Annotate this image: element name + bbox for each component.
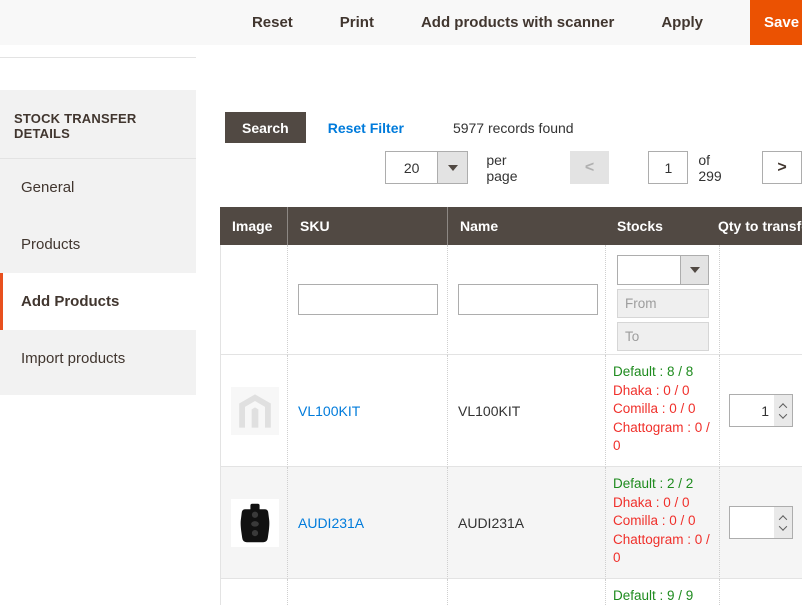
stocks-to-input[interactable] — [617, 322, 709, 351]
stock-line: Dhaka : 0 / 0 — [613, 494, 690, 510]
stock-line: Comilla : 0 / 0 — [613, 513, 696, 528]
reset-button[interactable]: Reset — [251, 14, 293, 31]
stocks-filter-cell — [606, 245, 720, 355]
sku-cell: VL100KIT — [288, 355, 448, 467]
stock-line: Default : 8 / 8 — [613, 364, 694, 379]
apply-button[interactable]: Apply — [661, 14, 703, 31]
column-header-stocks: Stocks — [617, 218, 663, 234]
sidebar-item-label: General — [21, 179, 75, 196]
spinner-down-icon[interactable] — [778, 521, 788, 531]
sidebar-item-general[interactable]: General — [0, 159, 196, 216]
stocks-filter-select[interactable] — [617, 255, 709, 285]
spinner-down-icon[interactable] — [778, 409, 788, 419]
stock-line: Dhaka : 0 / 0 — [613, 382, 690, 398]
page-size-value: 20 — [403, 159, 420, 176]
total-pages-label: of 299 — [698, 151, 722, 184]
reset-filter-link[interactable]: Reset Filter — [327, 119, 404, 136]
qty-cell — [720, 467, 802, 579]
stocks-cell: Default : 8 / 8 Dhaka : 0 / 0 Comilla : … — [606, 355, 720, 467]
name-cell — [448, 579, 606, 605]
stocks-cell: Default : 9 / 9 Dhaka : 0 / 0 — [606, 579, 720, 605]
product-name: AUDI231A — [458, 514, 525, 531]
car-key-remote-image — [231, 498, 279, 547]
dropdown-arrow-icon[interactable] — [437, 152, 468, 183]
stock-line: Comilla : 0 / 0 — [613, 401, 696, 416]
sku-cell: AUDI231A — [288, 467, 448, 579]
sidebar-item-label: Add Products — [21, 293, 120, 310]
qty-filter-cell — [720, 245, 802, 355]
column-header-name: Name — [447, 207, 605, 245]
column-header-sku: SKU — [287, 207, 447, 245]
image-filter-cell — [221, 245, 288, 355]
stocks-select-value — [618, 256, 680, 284]
qty-spinner[interactable] — [774, 395, 792, 426]
stock-transfer-sidebar: STOCK TRANSFER DETAILS General Products … — [0, 90, 196, 395]
column-header-qty: Qty to transfer — [718, 218, 802, 234]
table-row: Default : 9 / 9 Dhaka : 0 / 0 — [220, 579, 802, 605]
sku-cell — [288, 579, 448, 605]
print-button[interactable]: Print — [339, 14, 374, 31]
stock-line: Default : 9 / 9 — [613, 588, 694, 603]
page-actions-toolbar: Reset Print Add products with scanner Ap… — [0, 0, 802, 45]
qty-spinner[interactable] — [774, 507, 792, 538]
search-button[interactable]: Search — [225, 112, 306, 143]
sku-filter-input[interactable] — [298, 284, 438, 315]
name-cell: VL100KIT — [448, 355, 606, 467]
table-row: VL100KIT VL100KIT Default : 8 / 8 Dhaka … — [220, 355, 802, 467]
qty-cell — [720, 355, 802, 467]
per-page-label: per page — [486, 151, 518, 184]
records-count: 5977 records found — [452, 119, 574, 136]
sidebar-heading: STOCK TRANSFER DETAILS — [0, 90, 196, 159]
qty-cell — [720, 579, 802, 605]
magento-logo-icon — [239, 393, 271, 428]
products-grid: Image SKU Name Stocks Qty to transfer — [220, 207, 802, 605]
page-size-select[interactable]: 20 — [385, 151, 469, 184]
sidebar-item-add-products[interactable]: Add Products — [0, 273, 196, 330]
previous-page-button[interactable]: < — [569, 151, 610, 184]
grid-header-row: Image SKU Name Stocks Qty to transfer — [220, 207, 802, 245]
next-page-button[interactable]: > — [762, 151, 802, 184]
stocks-cell: Default : 2 / 2 Dhaka : 0 / 0 Comilla : … — [606, 467, 720, 579]
stocks-from-input[interactable] — [617, 289, 709, 318]
sidebar-item-import-products[interactable]: Import products — [0, 330, 196, 387]
stock-line: Chattogram : 0 / 0 — [613, 419, 710, 454]
sidebar-item-label: Products — [21, 236, 81, 253]
image-cell — [221, 579, 288, 605]
stock-line: Chattogram : 0 / 0 — [613, 531, 710, 566]
sidebar-item-label: Import products — [21, 350, 126, 367]
name-filter-input[interactable] — [458, 284, 598, 315]
image-cell — [221, 467, 288, 579]
sidebar-top-divider — [0, 57, 196, 58]
table-row: AUDI231A AUDI231A Default : 2 / 2 Dhaka … — [220, 467, 802, 579]
sidebar-item-products[interactable]: Products — [0, 216, 196, 273]
pagination-bar: 20 per page < of 299 > — [385, 151, 802, 184]
sku-link[interactable]: VL100KIT — [298, 402, 361, 419]
save-button[interactable]: Save — [750, 0, 802, 45]
name-filter-cell — [448, 245, 606, 355]
grid-filter-row — [220, 245, 802, 355]
add-products-with-scanner-button[interactable]: Add products with scanner — [420, 14, 615, 31]
stock-line: Default : 2 / 2 — [613, 476, 694, 491]
magento-placeholder-image — [231, 386, 279, 435]
page-number-input[interactable] — [648, 151, 689, 184]
name-cell: AUDI231A — [448, 467, 606, 579]
column-header-image: Image — [232, 218, 273, 234]
sku-filter-cell — [288, 245, 448, 355]
image-cell — [221, 355, 288, 467]
car-key-remote-icon — [240, 503, 270, 542]
dropdown-arrow-icon[interactable] — [680, 256, 708, 284]
grid-filter-bar: Search Reset Filter 5977 records found — [225, 112, 574, 143]
sku-link[interactable]: AUDI231A — [298, 514, 365, 531]
product-name: VL100KIT — [458, 402, 521, 419]
